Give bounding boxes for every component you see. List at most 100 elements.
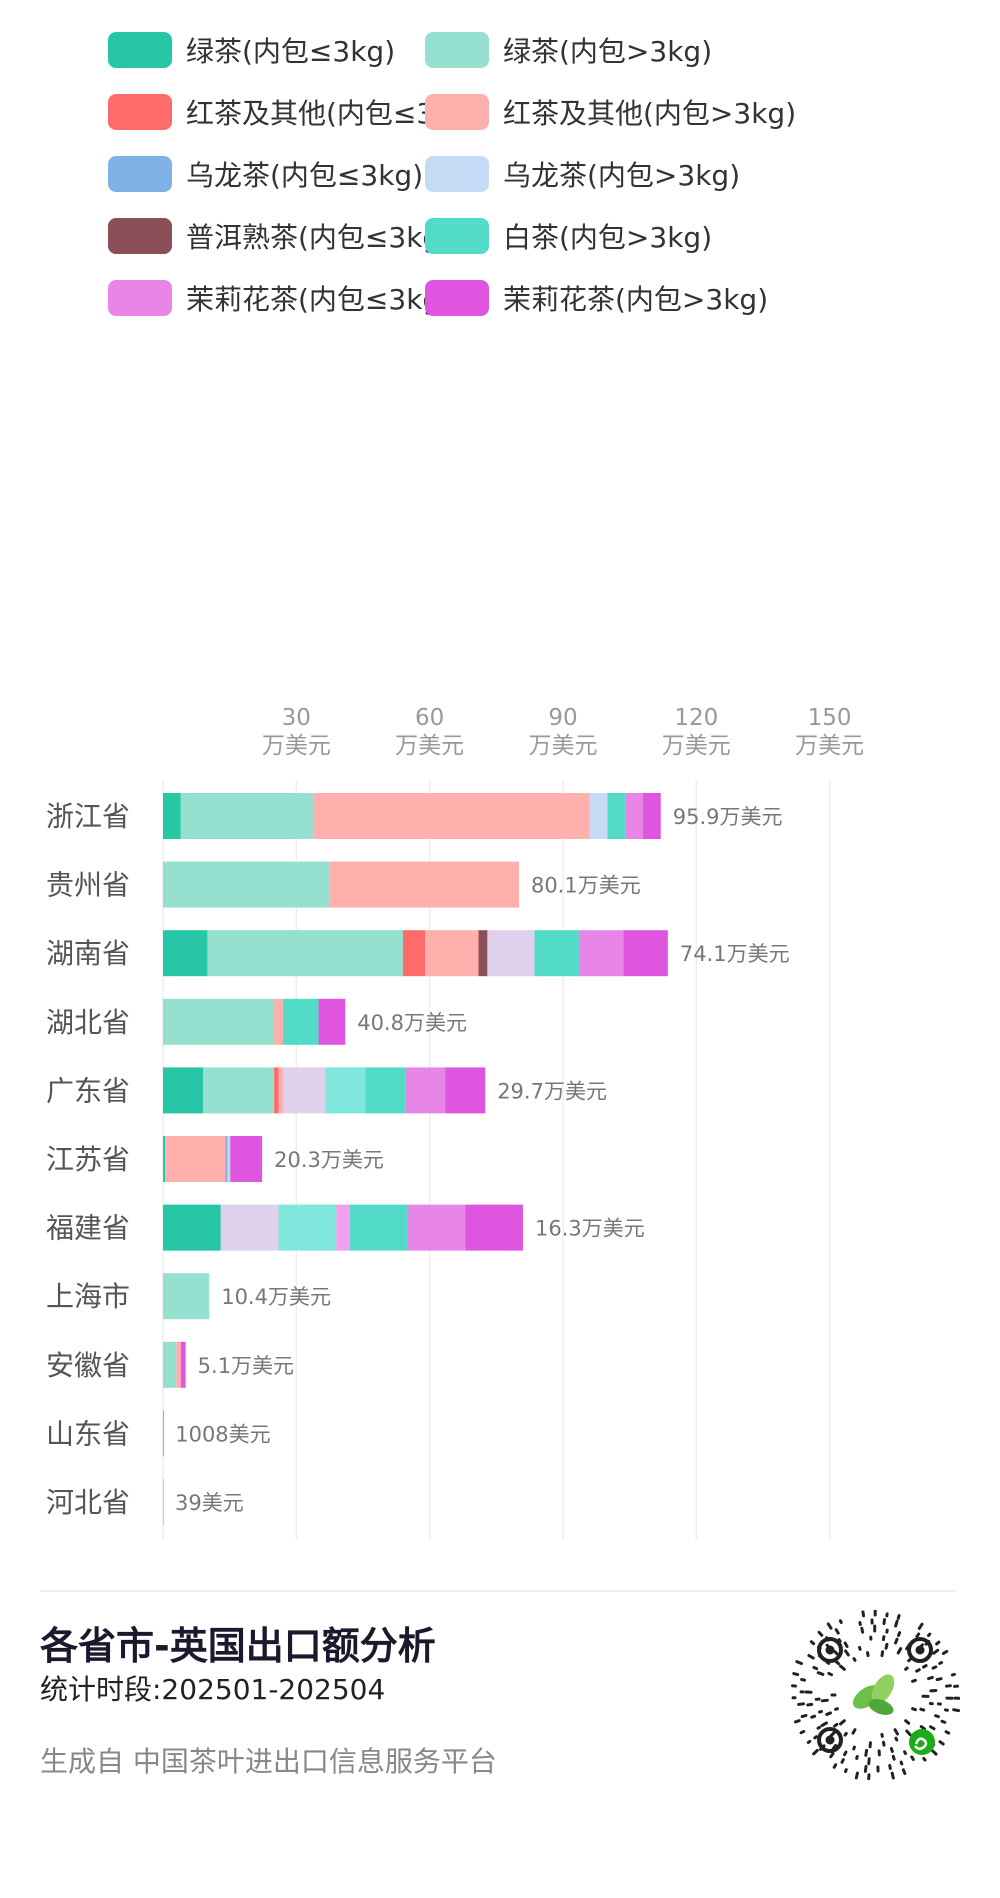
bar-total-label: 74.1万美元 — [680, 942, 790, 966]
legend-item[interactable]: 茉莉花茶(内包≤3kg) — [108, 278, 451, 318]
footer-source: 生成自 中国茶叶进出口信息服务平台 — [40, 1745, 497, 1778]
qr-dot — [891, 1754, 896, 1761]
qr-dot — [919, 1725, 927, 1731]
qr-dot — [940, 1719, 947, 1724]
qr-dot — [825, 1711, 832, 1716]
bar-total-label: 10.4万美元 — [221, 1285, 331, 1309]
x-tick-label: 60 — [415, 705, 444, 731]
legend-item[interactable]: 红茶及其他(内包≤3kg) — [108, 92, 479, 132]
bar-total-label: 39美元 — [175, 1491, 244, 1515]
mini-program-qr-icon[interactable] — [790, 1610, 960, 1780]
qr-dot — [816, 1671, 825, 1676]
chart-legend: 绿茶(内包≤3kg) 绿茶(内包>3kg) 红茶及其他(内包≤3kg) 红茶及其他(内… — [0, 0, 1000, 340]
bar-segment — [165, 1136, 226, 1182]
bar-segment — [365, 1067, 406, 1114]
bar-segment — [180, 1341, 186, 1388]
tea-leaf-icon — [868, 1699, 894, 1715]
bar-segment — [642, 793, 661, 839]
bar-segment — [282, 1067, 326, 1114]
qr-dot — [806, 1739, 812, 1745]
qr-dot — [807, 1654, 815, 1660]
legend-item[interactable]: 绿茶(内包≤3kg) — [108, 30, 395, 70]
qr-dot — [911, 1707, 917, 1712]
qr-dot — [858, 1645, 862, 1651]
qr-dot — [899, 1760, 904, 1766]
bar-segment — [623, 930, 668, 977]
qr-dot — [809, 1640, 816, 1646]
qr-dot — [931, 1665, 938, 1670]
qr-dot — [941, 1649, 949, 1655]
bar-segment — [405, 1067, 446, 1114]
qr-dot — [813, 1735, 818, 1740]
qr-dot — [907, 1657, 912, 1663]
bar-segment — [163, 1410, 164, 1457]
x-tick-label: 150 — [808, 705, 852, 731]
qr-dot — [852, 1657, 857, 1662]
category-label: 河北省 — [46, 1486, 130, 1519]
qr-dot — [893, 1728, 899, 1736]
qr-dot — [938, 1740, 945, 1746]
legend-item[interactable]: 乌龙茶(内包≤3kg) — [108, 154, 423, 194]
category-label: 江苏省 — [46, 1143, 130, 1176]
category-label: 浙江省 — [46, 800, 130, 833]
qr-dot — [843, 1731, 848, 1737]
bar-segment — [589, 793, 608, 839]
bar-segment — [163, 1479, 164, 1525]
bar-segment — [274, 998, 283, 1045]
bar-segment — [180, 793, 315, 839]
qr-finder — [907, 1637, 933, 1663]
qr-dot — [812, 1748, 819, 1756]
qr-dot — [834, 1659, 841, 1666]
legend-item[interactable]: 白茶(内包>3kg) — [425, 216, 712, 256]
qr-dot — [812, 1665, 819, 1671]
qr-finder — [817, 1637, 843, 1663]
qr-dot — [952, 1708, 960, 1713]
qr-dot — [930, 1749, 938, 1756]
qr-dot — [820, 1698, 829, 1703]
legend-swatch — [108, 32, 172, 68]
bar-segment — [407, 1204, 466, 1251]
qr-dot — [854, 1771, 859, 1780]
qr-dot — [792, 1672, 800, 1677]
qr-dot — [855, 1754, 859, 1760]
legend-item[interactable]: 绿茶(内包>3kg) — [425, 30, 712, 70]
bar-segment — [278, 1067, 283, 1114]
bar-segment — [225, 1136, 228, 1182]
bar-segment — [445, 1067, 486, 1114]
legend-item[interactable]: 茉莉花茶(内包>3kg) — [425, 278, 768, 318]
qr-dot — [932, 1648, 940, 1655]
qr-dot — [889, 1747, 894, 1753]
qr-finder — [817, 1727, 843, 1753]
qr-dot — [827, 1671, 834, 1677]
qr-dot — [793, 1719, 801, 1724]
category-label: 上海市 — [46, 1280, 130, 1313]
qr-dot — [797, 1702, 806, 1706]
qr-dot — [826, 1622, 833, 1630]
bar-segment — [163, 1204, 221, 1251]
bar-segment — [163, 998, 275, 1045]
qr-dot — [938, 1661, 944, 1665]
legend-item[interactable]: 红茶及其他(内包>3kg) — [425, 92, 796, 132]
x-tick-unit: 万美元 — [528, 733, 597, 759]
qr-dot — [810, 1714, 817, 1719]
qr-dot — [806, 1702, 814, 1707]
legend-item[interactable]: 普洱熟茶(内包≤3kg) — [108, 216, 451, 256]
legend-label: 乌龙茶(内包>3kg) — [503, 159, 741, 192]
qr-dot — [919, 1707, 926, 1712]
mini-program-badge — [909, 1729, 935, 1755]
qr-dot — [817, 1630, 824, 1637]
legend-item[interactable]: 乌龙茶(内包>3kg) — [425, 154, 740, 194]
category-label: 安徽省 — [46, 1349, 130, 1382]
bar-segment — [318, 998, 346, 1045]
bar-segment — [578, 930, 624, 977]
qr-dot — [915, 1632, 921, 1638]
qr-dot — [863, 1764, 868, 1773]
bar-total-label: 40.8万美元 — [357, 1011, 467, 1035]
qr-dot — [944, 1730, 951, 1735]
qr-dot — [884, 1642, 889, 1650]
qr-dot — [866, 1651, 870, 1658]
bar-segment — [274, 1067, 279, 1114]
legend-label: 绿茶(内包>3kg) — [503, 35, 713, 68]
qr-dot — [905, 1729, 912, 1737]
qr-dot — [843, 1641, 849, 1648]
